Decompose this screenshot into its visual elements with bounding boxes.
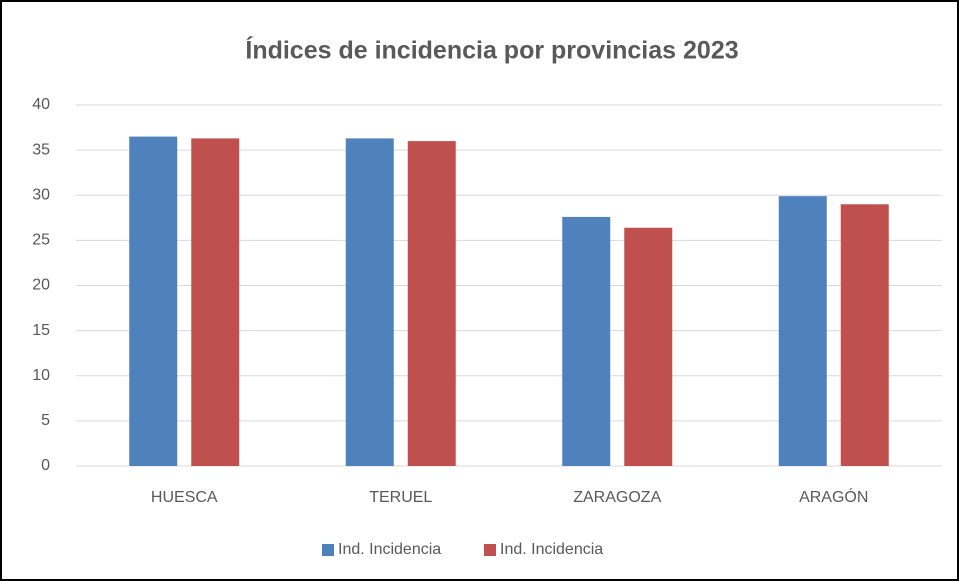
bar bbox=[840, 204, 889, 466]
y-tick-label: 35 bbox=[32, 141, 50, 158]
y-tick-label: 5 bbox=[41, 412, 50, 429]
bar bbox=[562, 216, 611, 466]
x-tick-label: ZARAGOZA bbox=[573, 489, 661, 506]
y-tick-label: 10 bbox=[32, 367, 50, 384]
bar bbox=[191, 138, 240, 466]
legend-label: Ind. Incidencia bbox=[338, 541, 441, 558]
legend-swatch bbox=[322, 544, 334, 556]
bar bbox=[129, 136, 178, 466]
x-tick-label: ARAGÓN bbox=[799, 487, 868, 506]
y-tick-label: 40 bbox=[32, 96, 50, 113]
bar bbox=[778, 196, 827, 466]
x-tick-label: TERUEL bbox=[369, 489, 432, 506]
bar bbox=[624, 227, 673, 466]
y-tick-label: 25 bbox=[32, 232, 50, 249]
bar bbox=[407, 141, 456, 466]
legend-label: Ind. Incidencia bbox=[500, 541, 603, 558]
bar bbox=[345, 138, 394, 466]
y-tick-label: 30 bbox=[32, 186, 50, 203]
chart-title: Índices de incidencia por provincias 202… bbox=[245, 36, 738, 65]
y-tick-label: 20 bbox=[32, 277, 50, 294]
y-tick-label: 0 bbox=[41, 457, 50, 474]
x-tick-label: HUESCA bbox=[151, 489, 218, 506]
legend-swatch bbox=[484, 544, 496, 556]
y-tick-label: 15 bbox=[32, 322, 50, 339]
